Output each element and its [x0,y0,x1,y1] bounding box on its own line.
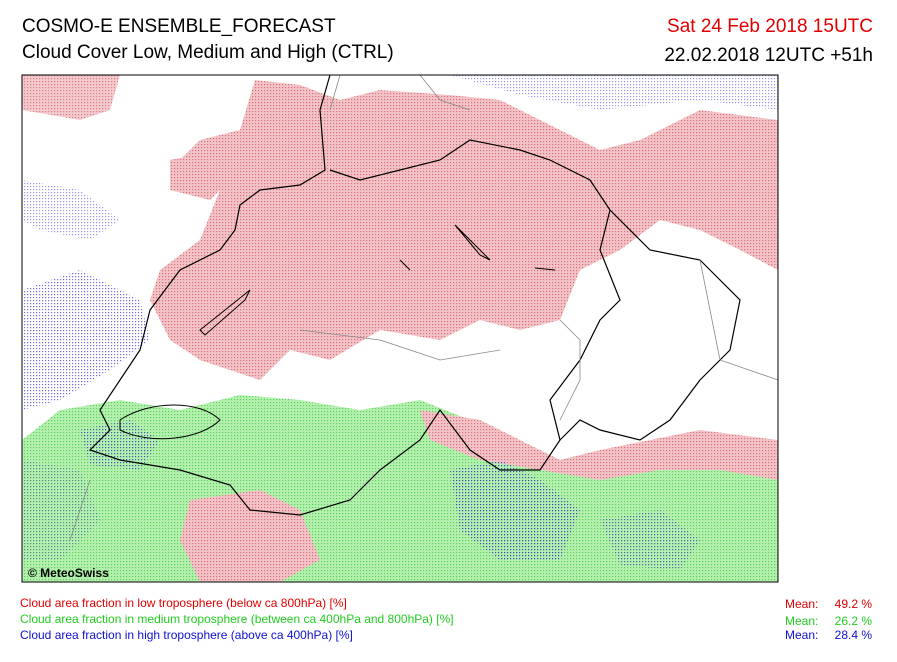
legend-label: Cloud area fraction in low troposphere (… [20,596,347,610]
mean-value: 49.2 % [834,597,872,611]
subtitle: Cloud Cover Low, Medium and High (CTRL) [22,42,394,63]
valid-time: Sat 24 Feb 2018 15UTC [667,16,873,37]
mean-label: Mean: [785,614,819,628]
cloud-fields [22,75,778,582]
mean-value: 28.4 % [834,628,872,642]
borders [69,75,778,541]
mean-label: Mean: [785,597,819,611]
credit: © MeteoSwiss [28,566,109,580]
run-time: 22.02.2018 12UTC +51h [664,45,873,66]
mean-value: 26.2 % [834,614,872,628]
map-frame [21,74,779,583]
legend-label: Cloud area fraction in high troposphere … [20,628,353,642]
mean-label: Mean: [785,628,819,642]
legend-label: Cloud area fraction in medium tropospher… [20,612,454,626]
title: COSMO-E ENSEMBLE_FORECAST [22,16,336,37]
map: © MeteoSwiss [21,74,779,583]
